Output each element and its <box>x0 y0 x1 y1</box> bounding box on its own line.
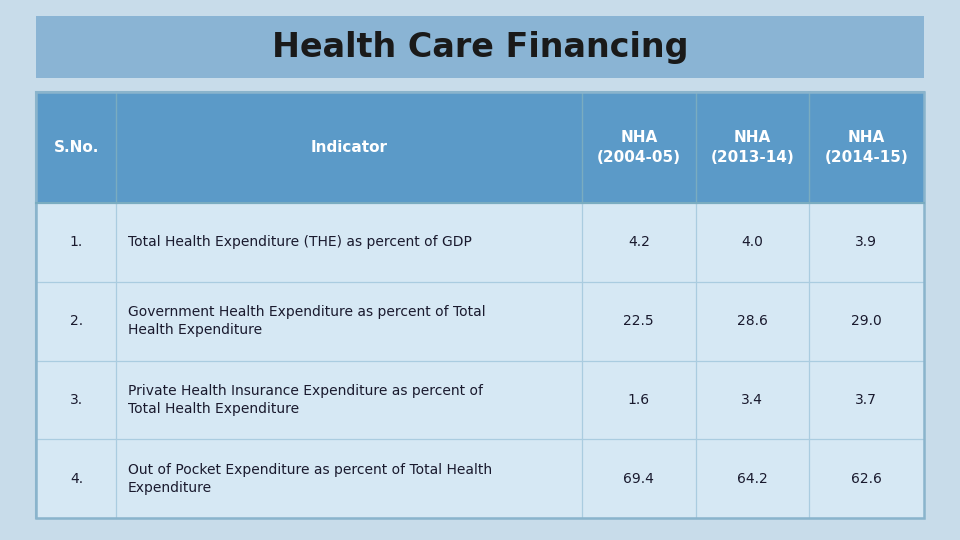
Text: 22.5: 22.5 <box>623 314 654 328</box>
Text: 3.7: 3.7 <box>855 393 877 407</box>
Text: 69.4: 69.4 <box>623 472 654 486</box>
Text: Government Health Expenditure as percent of Total
Health Expenditure: Government Health Expenditure as percent… <box>128 306 486 337</box>
Text: 3.9: 3.9 <box>855 235 877 249</box>
Text: 4.0: 4.0 <box>741 235 763 249</box>
Text: Out of Pocket Expenditure as percent of Total Health
Expenditure: Out of Pocket Expenditure as percent of … <box>128 463 492 495</box>
Text: Private Health Insurance Expenditure as percent of
Total Health Expenditure: Private Health Insurance Expenditure as … <box>128 384 483 416</box>
Text: 62.6: 62.6 <box>851 472 881 486</box>
Text: Indicator: Indicator <box>311 140 388 155</box>
Text: 4.: 4. <box>70 472 83 486</box>
Text: 28.6: 28.6 <box>737 314 768 328</box>
Text: 2.: 2. <box>70 314 83 328</box>
Text: 4.2: 4.2 <box>628 235 650 249</box>
Text: 29.0: 29.0 <box>851 314 881 328</box>
Text: 64.2: 64.2 <box>737 472 768 486</box>
Text: 3.: 3. <box>70 393 83 407</box>
Text: 1.6: 1.6 <box>628 393 650 407</box>
Text: S.No.: S.No. <box>54 140 99 155</box>
Text: NHA
(2014-15): NHA (2014-15) <box>825 130 908 165</box>
Text: Total Health Expenditure (THE) as percent of GDP: Total Health Expenditure (THE) as percen… <box>128 235 471 249</box>
Text: NHA
(2004-05): NHA (2004-05) <box>597 130 681 165</box>
Text: 3.4: 3.4 <box>741 393 763 407</box>
Text: Health Care Financing: Health Care Financing <box>272 31 688 64</box>
Text: NHA
(2013-14): NHA (2013-14) <box>710 130 794 165</box>
Text: 1.: 1. <box>70 235 83 249</box>
